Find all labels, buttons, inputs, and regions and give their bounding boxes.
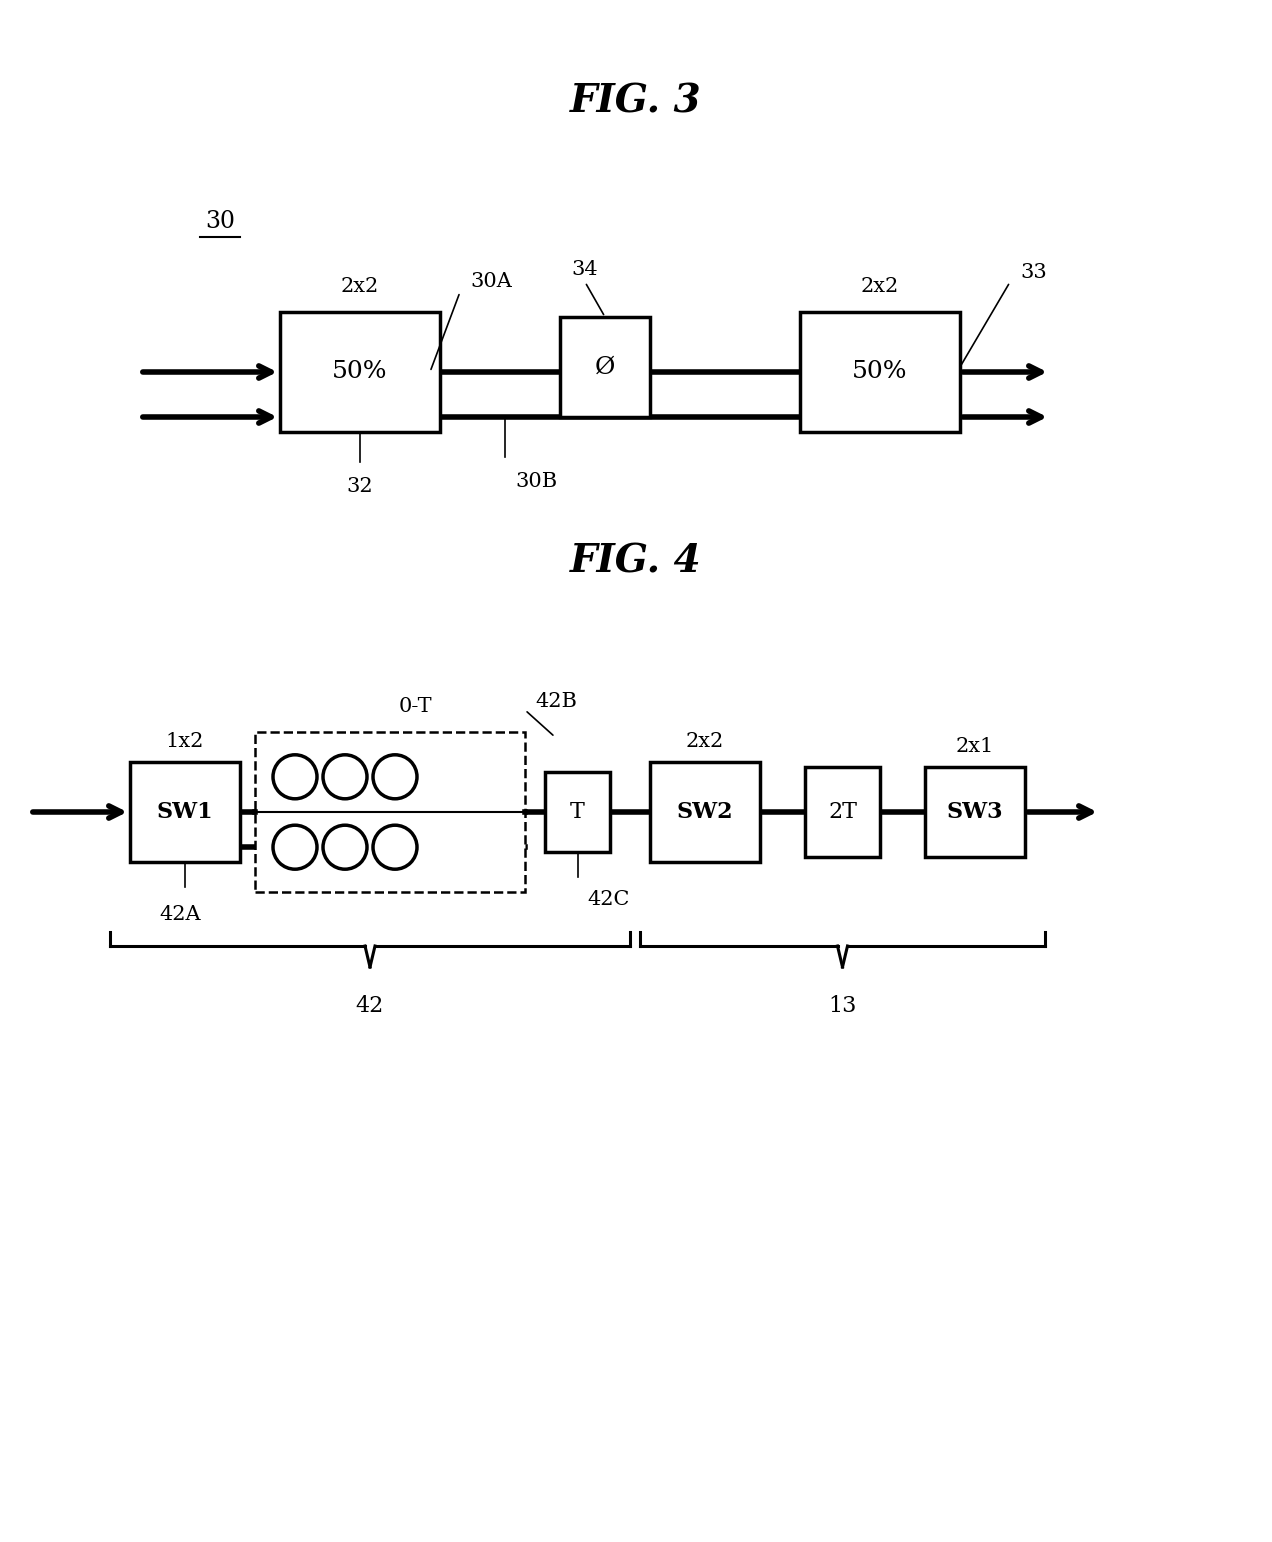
Text: 32: 32 bbox=[347, 478, 373, 497]
Bar bbox=[254, 732, 525, 891]
Text: FIG. 3: FIG. 3 bbox=[570, 83, 702, 120]
Text: 30A: 30A bbox=[469, 273, 511, 291]
Text: SW2: SW2 bbox=[677, 800, 734, 823]
Bar bbox=[560, 318, 650, 416]
Text: T: T bbox=[570, 800, 585, 823]
Text: 30: 30 bbox=[205, 211, 235, 233]
Bar bbox=[130, 762, 240, 862]
Text: SW3: SW3 bbox=[946, 800, 1004, 823]
Circle shape bbox=[323, 754, 368, 799]
Bar bbox=[650, 762, 759, 862]
Text: 30B: 30B bbox=[515, 472, 557, 492]
Text: 50%: 50% bbox=[852, 361, 908, 384]
Circle shape bbox=[323, 825, 368, 870]
Text: 42A: 42A bbox=[159, 905, 201, 924]
Text: FIG. 4: FIG. 4 bbox=[570, 543, 702, 581]
Text: 50%: 50% bbox=[332, 361, 388, 384]
Text: Ø: Ø bbox=[595, 356, 616, 378]
Text: 2T: 2T bbox=[828, 800, 857, 823]
Text: SW1: SW1 bbox=[156, 800, 214, 823]
Circle shape bbox=[273, 825, 317, 870]
Bar bbox=[800, 311, 960, 432]
Text: 2x2: 2x2 bbox=[861, 278, 899, 296]
Text: 34: 34 bbox=[571, 261, 598, 279]
Bar bbox=[544, 773, 611, 853]
Text: 2x1: 2x1 bbox=[955, 737, 995, 757]
Text: 2x2: 2x2 bbox=[686, 732, 724, 751]
Text: 2x2: 2x2 bbox=[341, 278, 379, 296]
Text: 42C: 42C bbox=[588, 890, 630, 910]
Circle shape bbox=[373, 825, 417, 870]
Text: 13: 13 bbox=[828, 995, 856, 1018]
Text: 1x2: 1x2 bbox=[165, 732, 205, 751]
Text: 33: 33 bbox=[1020, 262, 1047, 282]
Circle shape bbox=[373, 754, 417, 799]
Circle shape bbox=[273, 754, 317, 799]
Bar bbox=[280, 311, 440, 432]
Text: 42B: 42B bbox=[536, 692, 577, 711]
Text: 42: 42 bbox=[356, 995, 384, 1018]
Text: 0-T: 0-T bbox=[398, 697, 431, 717]
Bar bbox=[925, 766, 1025, 857]
Bar bbox=[805, 766, 880, 857]
